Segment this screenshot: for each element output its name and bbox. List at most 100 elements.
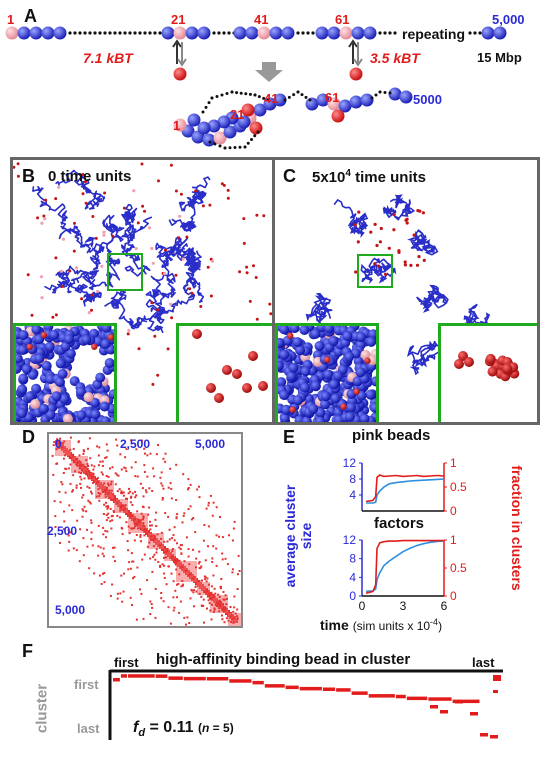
contact-cell bbox=[133, 539, 136, 542]
contact-cell bbox=[170, 537, 173, 540]
contact-cell bbox=[109, 507, 112, 510]
pink-dot bbox=[59, 269, 63, 273]
blue-bead bbox=[295, 345, 306, 356]
contact-cell bbox=[61, 446, 64, 449]
chromatin-fiber bbox=[175, 247, 200, 276]
contact-cell bbox=[131, 514, 134, 517]
contact-cell bbox=[204, 578, 207, 581]
linker-dot bbox=[248, 92, 252, 96]
contact-cell bbox=[105, 519, 108, 522]
e-left-tick: 12 bbox=[343, 456, 357, 470]
contact-cell bbox=[63, 440, 66, 443]
linker-dot bbox=[225, 92, 229, 95]
contact-cell bbox=[173, 526, 176, 529]
contact-cell bbox=[141, 439, 143, 442]
contact-cell bbox=[238, 570, 241, 572]
contact-cell bbox=[176, 596, 178, 599]
contact-cell bbox=[75, 458, 78, 461]
linker-dot bbox=[253, 93, 257, 97]
contact-cell bbox=[155, 548, 158, 551]
linker-dot bbox=[207, 101, 211, 105]
contact-cell bbox=[105, 501, 108, 504]
contact-cell bbox=[141, 505, 144, 508]
contact-cell bbox=[116, 490, 119, 493]
contact-cell bbox=[124, 467, 127, 470]
contact-cell bbox=[69, 448, 72, 451]
contact-cell bbox=[148, 541, 151, 544]
contact-cell bbox=[222, 591, 225, 593]
f-cluster-bar bbox=[120, 674, 127, 678]
contact-cell bbox=[105, 475, 108, 477]
blue-bead bbox=[75, 386, 86, 397]
contact-cell bbox=[209, 494, 212, 497]
contact-cell bbox=[224, 557, 227, 560]
contact-cell bbox=[215, 506, 218, 509]
factor-dot bbox=[383, 272, 388, 276]
contact-cell bbox=[172, 596, 175, 599]
contact-cell bbox=[99, 546, 102, 549]
contact-cell bbox=[187, 508, 190, 510]
contact-cell bbox=[100, 471, 103, 474]
contact-cell bbox=[144, 452, 146, 455]
blue-bead bbox=[355, 367, 366, 378]
linker-dot bbox=[204, 105, 208, 109]
factor-bead bbox=[324, 356, 331, 363]
chain-bead bbox=[173, 26, 187, 40]
contact-cell bbox=[212, 610, 215, 613]
contact-cell bbox=[183, 560, 186, 563]
linker-dot bbox=[230, 90, 234, 94]
contact-cell bbox=[189, 573, 192, 576]
contact-cell bbox=[104, 495, 107, 498]
contact-cell bbox=[78, 467, 81, 470]
contact-cell bbox=[101, 552, 104, 555]
blue-bead bbox=[55, 377, 65, 387]
contact-cell bbox=[188, 563, 191, 566]
bead-label-21: 21 bbox=[171, 12, 186, 27]
contact-cell bbox=[150, 603, 153, 605]
factor-dot bbox=[26, 273, 30, 277]
contact-cell bbox=[69, 531, 72, 534]
energy-right-label: 3.5 kBT bbox=[370, 50, 420, 66]
contact-cell bbox=[132, 577, 134, 580]
contact-cell bbox=[154, 587, 157, 590]
factor-bead bbox=[222, 365, 232, 375]
blue-bead bbox=[308, 403, 319, 414]
contact-cell bbox=[175, 517, 178, 520]
folded-label-5000: 5000 bbox=[413, 92, 442, 107]
blue-bead bbox=[366, 336, 376, 347]
contact-cell bbox=[71, 509, 74, 512]
blue-bead bbox=[41, 360, 52, 371]
transition-arrow bbox=[255, 62, 283, 82]
contact-cell bbox=[134, 490, 137, 493]
factor-dot bbox=[392, 212, 396, 217]
contact-cell bbox=[102, 555, 105, 558]
contact-cell bbox=[82, 537, 85, 540]
folded-bead bbox=[253, 103, 267, 117]
contact-cell bbox=[88, 437, 91, 440]
pink-dot bbox=[61, 237, 66, 241]
contact-cell bbox=[140, 512, 143, 515]
contact-cell bbox=[169, 622, 172, 625]
contact-cell bbox=[151, 570, 154, 573]
e-series-cluster-size bbox=[366, 540, 445, 593]
panel-c bbox=[272, 157, 540, 425]
contact-cell bbox=[218, 607, 221, 610]
f-cluster-bar bbox=[299, 686, 322, 691]
contact-cell bbox=[212, 596, 215, 598]
contact-cell bbox=[222, 609, 224, 612]
folded-bead bbox=[388, 87, 402, 101]
factor-dot bbox=[354, 270, 358, 274]
contact-cell bbox=[53, 441, 56, 444]
contact-cell bbox=[179, 544, 182, 547]
linker-dot bbox=[128, 31, 132, 35]
e-x-tick: 6 bbox=[441, 599, 448, 613]
contact-cell bbox=[148, 487, 151, 490]
contact-cell bbox=[122, 491, 125, 494]
contact-cell bbox=[185, 569, 187, 572]
factor-bead bbox=[487, 366, 498, 377]
contact-cell bbox=[136, 566, 139, 569]
linker-dot bbox=[378, 31, 382, 35]
chromatin-fiber bbox=[121, 203, 153, 241]
linker-dot bbox=[133, 31, 137, 35]
contact-cell bbox=[130, 527, 133, 530]
